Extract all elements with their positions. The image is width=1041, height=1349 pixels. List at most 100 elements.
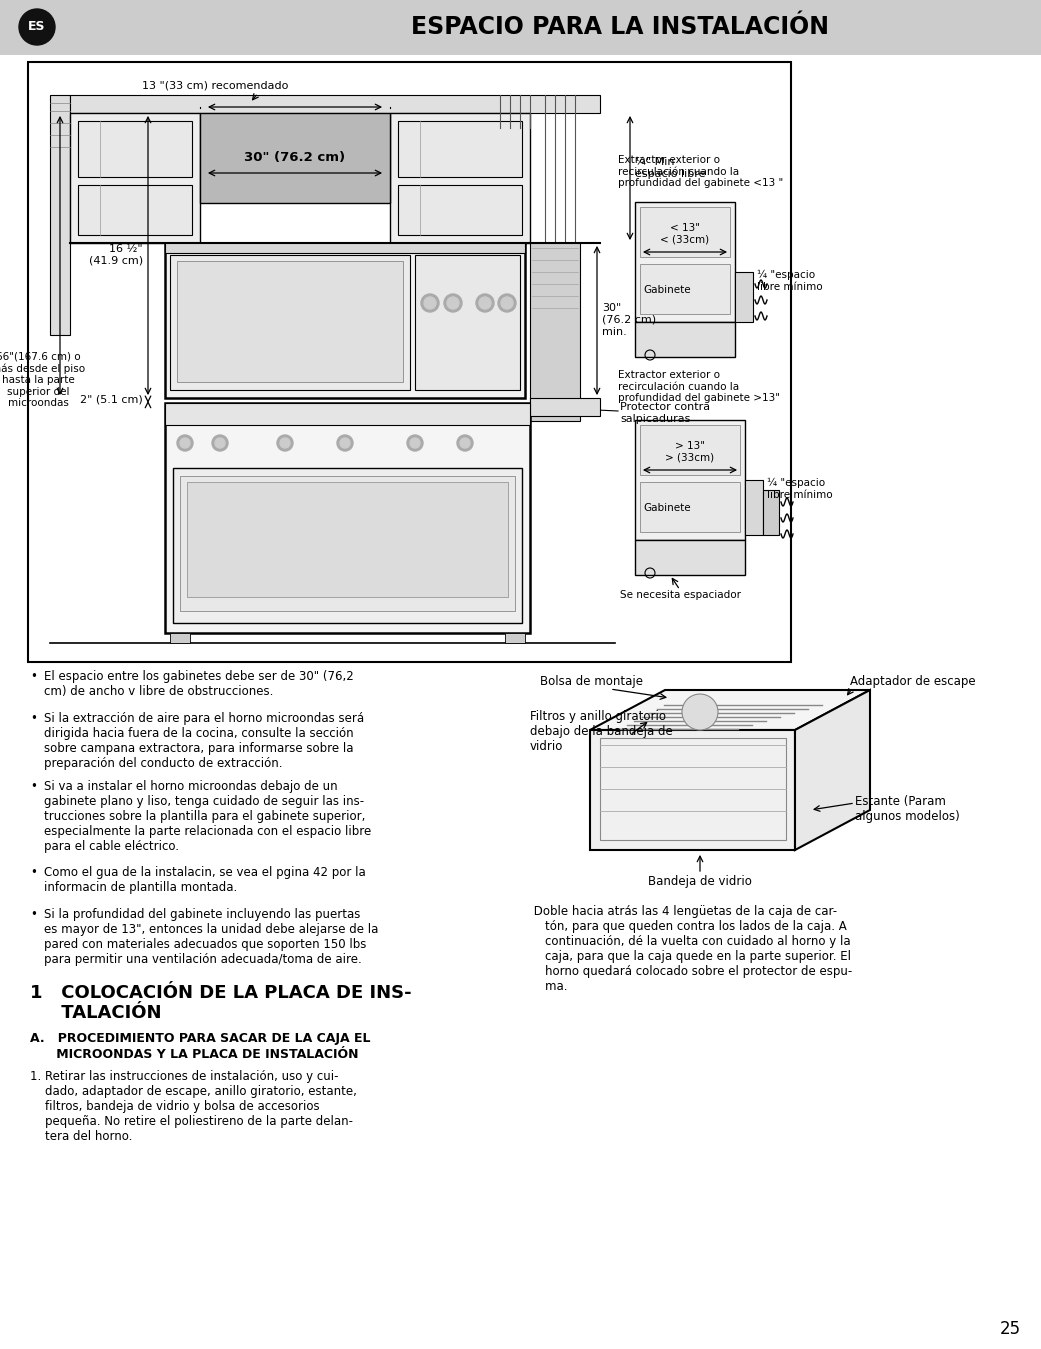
Bar (78, 185, 192, 235)
Bar (170, 255, 410, 390)
Text: < 13"
< (33cm): < 13" < (33cm) (660, 224, 710, 246)
Circle shape (19, 9, 55, 45)
Text: > 13"
> (33cm): > 13" > (33cm) (665, 441, 714, 463)
Circle shape (445, 294, 462, 312)
Bar (177, 260, 403, 382)
Text: ES: ES (28, 20, 46, 34)
Bar (635, 540, 745, 575)
Bar (78, 121, 192, 177)
Bar (166, 243, 525, 254)
Text: Estante (Param
algunos modelos): Estante (Param algunos modelos) (855, 795, 960, 823)
Bar (415, 255, 520, 390)
Text: ¼" Min
espacio libre: ¼" Min espacio libre (635, 158, 706, 179)
Bar (530, 243, 580, 421)
Text: ¼ "espacio
libre mínimo: ¼ "espacio libre mínimo (767, 478, 833, 500)
Text: Se necesita espaciador: Se necesita espaciador (619, 590, 740, 600)
Bar (635, 202, 735, 322)
Bar (640, 425, 740, 475)
Bar (70, 113, 200, 243)
Circle shape (476, 294, 494, 312)
Bar (173, 468, 522, 623)
Circle shape (410, 438, 420, 448)
Text: 1   COLOCACIÓN DE LA PLACA DE INS-: 1 COLOCACIÓN DE LA PLACA DE INS- (30, 983, 411, 1002)
Bar (166, 403, 530, 633)
Text: Como el gua de la instalacin, se vea el pgina 42 por la
informacin de plantilla : Como el gua de la instalacin, se vea el … (44, 866, 365, 894)
Bar (640, 482, 740, 532)
Text: 30"
(76.2 cm)
min.: 30" (76.2 cm) min. (602, 304, 656, 337)
Bar (398, 121, 522, 177)
Polygon shape (590, 730, 795, 850)
Bar (187, 482, 508, 598)
Bar (390, 113, 530, 243)
Text: Extractor exterior o
recirculación cuando la
profundidad del gabinete >13": Extractor exterior o recirculación cuand… (618, 370, 780, 403)
Text: Si la profundidad del gabinete incluyendo las puertas
es mayor de 13", entonces : Si la profundidad del gabinete incluyend… (44, 908, 378, 966)
Text: •: • (30, 866, 36, 880)
Bar (200, 113, 390, 202)
Circle shape (340, 438, 350, 448)
Text: TALACIÓN: TALACIÓN (30, 1004, 161, 1023)
Text: 30" (76.2 cm): 30" (76.2 cm) (245, 151, 346, 165)
Circle shape (424, 297, 436, 309)
Bar (635, 420, 745, 540)
Text: 25: 25 (999, 1321, 1020, 1338)
Text: ¼ "espacio
libre mínimo: ¼ "espacio libre mínimo (757, 270, 822, 291)
Bar (735, 272, 753, 322)
Circle shape (212, 434, 228, 451)
Circle shape (277, 434, 293, 451)
Text: Extractor exterior o
recirculación cuando la
profundidad del gabinete <13 ": Extractor exterior o recirculación cuand… (618, 155, 783, 189)
Circle shape (337, 434, 353, 451)
Text: Doble hacia atrás las 4 lengüetas de la caja de car-
    tón, para que queden co: Doble hacia atrás las 4 lengüetas de la … (530, 905, 853, 993)
Bar (170, 633, 191, 643)
Bar (50, 94, 70, 335)
Circle shape (180, 438, 191, 448)
Circle shape (457, 434, 473, 451)
Bar (28, 62, 791, 662)
Text: Gabinete: Gabinete (643, 285, 690, 295)
Circle shape (280, 438, 290, 448)
Bar (640, 206, 730, 258)
Circle shape (447, 297, 459, 309)
Circle shape (498, 294, 516, 312)
Circle shape (407, 434, 423, 451)
Text: Gabinete: Gabinete (643, 503, 690, 513)
Text: 66"(167.6 cm) o
más desde el piso
hasta la parte
superior del
microondas: 66"(167.6 cm) o más desde el piso hasta … (0, 352, 85, 409)
Text: Filtros y anillo giratorio
debajo de la bandeja de
vidrio: Filtros y anillo giratorio debajo de la … (530, 710, 672, 753)
Bar (635, 322, 735, 357)
Text: •: • (30, 780, 36, 793)
Text: •: • (30, 712, 36, 724)
Text: Bandeja de vidrio: Bandeja de vidrio (649, 876, 752, 888)
Polygon shape (590, 689, 870, 730)
Bar (398, 185, 522, 235)
Bar (640, 264, 730, 314)
Text: Bolsa de montaje: Bolsa de montaje (540, 674, 643, 688)
Circle shape (421, 294, 439, 312)
Text: Si va a instalar el horno microondas debajo de un
gabinete plano y liso, tenga c: Si va a instalar el horno microondas deb… (44, 780, 372, 853)
Text: MICROONDAS Y LA PLACA DE INSTALACIÓN: MICROONDAS Y LA PLACA DE INSTALACIÓN (30, 1048, 358, 1062)
Text: 1. Retirar las instrucciones de instalación, uso y cui-
    dado, adaptador de e: 1. Retirar las instrucciones de instalac… (30, 1070, 357, 1143)
Text: ESPACIO PARA LA INSTALACIÓN: ESPACIO PARA LA INSTALACIÓN (411, 15, 829, 39)
Circle shape (479, 297, 491, 309)
Text: 16 ½"
(41.9 cm): 16 ½" (41.9 cm) (88, 244, 143, 266)
Text: Protector contra
salpicaduras: Protector contra salpicaduras (620, 402, 710, 424)
Bar (180, 476, 515, 611)
Text: A.   PROCEDIMIENTO PARA SACAR DE LA CAJA EL: A. PROCEDIMIENTO PARA SACAR DE LA CAJA E… (30, 1032, 371, 1045)
Bar (600, 738, 786, 840)
Bar (745, 480, 763, 536)
Bar (763, 490, 779, 536)
Text: •: • (30, 670, 36, 683)
Circle shape (501, 297, 513, 309)
Text: 13 "(33 cm) recomendado: 13 "(33 cm) recomendado (142, 80, 288, 90)
Circle shape (682, 693, 718, 730)
Bar (166, 243, 525, 398)
Bar (166, 403, 530, 425)
Bar (0, 0, 1041, 55)
Circle shape (460, 438, 469, 448)
Text: El espacio entre los gabinetes debe ser de 30" (76,2
cm) de ancho v libre de obs: El espacio entre los gabinetes debe ser … (44, 670, 354, 697)
Text: 2" (5.1 cm): 2" (5.1 cm) (80, 395, 143, 405)
Text: •: • (30, 908, 36, 921)
Polygon shape (795, 689, 870, 850)
Circle shape (215, 438, 225, 448)
Circle shape (177, 434, 193, 451)
Text: Adaptador de escape: Adaptador de escape (850, 674, 975, 688)
Text: Si la extracción de aire para el horno microondas será
dirigida hacia fuera de l: Si la extracción de aire para el horno m… (44, 712, 364, 770)
